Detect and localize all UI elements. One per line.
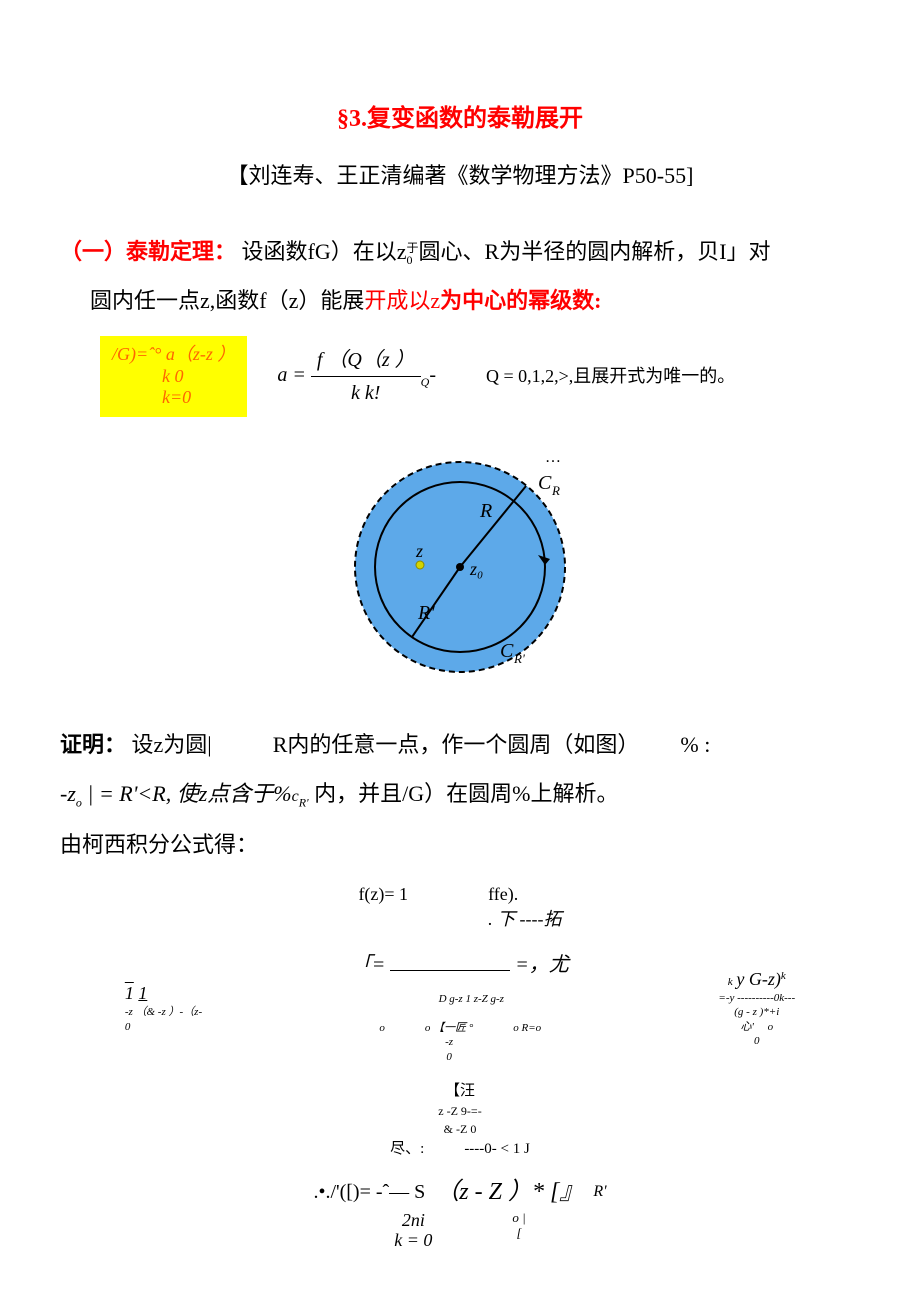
note-l3a: 尽、: (390, 1138, 424, 1161)
proof-1a: 设z为圆| (132, 732, 212, 757)
label-CR-sub: R (551, 483, 560, 498)
note-block: 【汪 z -Z 9-=- & -Z 0 尽、: ----0- < 1 J (60, 1080, 860, 1161)
frac-top: f （Q（z ） (311, 344, 421, 377)
frac-lhs: a = (277, 364, 306, 386)
final-R: R' (593, 1179, 606, 1205)
eq2-c2-mid-d: o 【一匠 ° -z 0 (425, 1021, 473, 1064)
formula-tail: Q = 0,1,2,>,且展开式为唯一的。 (486, 362, 735, 391)
final-s2b: k = 0 (394, 1231, 432, 1251)
eq1-right-bot: . 下 ----拓 (488, 907, 561, 932)
label-CRp: C (500, 640, 514, 662)
proof-2b: | = R'<R, 使z点含于% (87, 781, 291, 806)
hl-line2: k 0 (112, 366, 235, 388)
theorem-text-2c: 为中心的幂级数: (440, 288, 601, 313)
hl-line1: /G)=ˆ° a（z-z ） (112, 344, 235, 366)
final-tail-b: [ (512, 1226, 525, 1240)
circle-figure: … R z z₀ R' C R C R' (60, 447, 860, 697)
label-R: R (479, 500, 492, 522)
fig-dots: … (545, 449, 561, 466)
equation-2: 1 1 -z （& -z ）-（z- 0 「= =，尤 D g-z 1 z-Z … (60, 952, 860, 1064)
note-l3b: ----0- < 1 J (464, 1138, 530, 1161)
equation-1: f(z)= 1 ffe). . 下 ----拓 (60, 882, 860, 932)
label-z0: z₀ (469, 559, 483, 579)
proof-line3: 由柯西积分公式得： (60, 827, 860, 862)
proof-line1: 证明： 设z为圆| R内的任意一点，作一个圆周（如图） % : (60, 727, 860, 762)
theorem-text-1a: 设函数fG）在以z (242, 239, 407, 264)
note-l2a: z -Z 9-=- (438, 1102, 481, 1120)
eq2-c1-top: 1 1 (125, 982, 202, 1005)
proof-2a-sub: o (76, 795, 82, 809)
subtitle: 【刘连寿、王正清编著《数学物理方法》P50-55] (60, 158, 860, 193)
proof-2d: 内，并且/G）在圆周%上解析。 (314, 781, 618, 806)
final-equation: .•./'([)= -ˆ— S （z - Z ）* [』 R' (60, 1173, 860, 1211)
eq2-c3-mid: =-y ----------0k--- (g - z )*+i (718, 991, 795, 1020)
proof-1c: % : (680, 732, 710, 757)
note-l1: 【汪 (60, 1080, 860, 1103)
eq2-c3-bot: 心' o 0 (718, 1020, 795, 1049)
label-CRp-sub: R' (513, 651, 525, 666)
final-paren: （z - Z ）* [』 (435, 1173, 583, 1211)
z-dot (416, 561, 424, 569)
final-stack2: 2ni k = 0 (394, 1211, 432, 1251)
theorem-text-2a: 圆内任一点z,函数f（z）能展 (90, 288, 364, 313)
note-l2b: & -Z 0 (60, 1120, 860, 1138)
eq2-c3-k: k (728, 976, 733, 988)
proof-2c-sub: R' (299, 795, 309, 809)
eq1-left: f(z)= 1 (358, 882, 408, 907)
theorem-line2: 圆内任一点z,函数f（z）能展开成以z为中心的幂级数: (60, 283, 860, 318)
theorem-label: （一）泰勒定理： (60, 239, 236, 264)
theorem-text-1b: 圆心、R为半径的圆内解析，贝I」对 (419, 239, 771, 264)
eq2-col2: 「= =，尤 D g-z 1 z-Z g-z o o 【一匠 ° -z 0 o … (352, 952, 569, 1064)
proof-2c: c (292, 788, 299, 805)
proof-1b: R内的任意一点，作一个圆周（如图） (273, 732, 640, 757)
coefficient-formula: a = f （Q（z ） k k! Q- (277, 344, 436, 409)
formula-row: /G)=ˆ° a（z-z ） k 0 k=0 a = f （Q（z ） k k!… (60, 336, 860, 417)
proof-2a: -z (60, 781, 76, 806)
eq2-c2-mid-c: o (379, 1021, 385, 1064)
z0-dot (456, 563, 464, 571)
eq2-c2-top: 「= (352, 954, 386, 976)
theorem-text-2b: 开成以z (364, 288, 440, 313)
label-z: z (415, 541, 423, 561)
section-title: §3.复变函数的泰勒展开 (60, 100, 860, 138)
final-pre: .•./'([)= -ˆ— S (313, 1176, 425, 1208)
eq2-c2-after: o R=o (513, 1021, 541, 1064)
label-Rp: R' (417, 602, 435, 624)
eq2-c2-mid-a: D (439, 993, 447, 1005)
final-s2t: 2ni (394, 1211, 432, 1231)
frac-rhs-sub: Q (421, 375, 430, 389)
eq2-c3-gz: y G-z) (736, 969, 780, 989)
eq2-col3: k y G-z)k =-y ----------0k--- (g - z )*+… (718, 968, 795, 1049)
final-tail: o | [ (512, 1211, 525, 1251)
frac-bot: k k! (311, 377, 421, 409)
hl-line3: k=0 (112, 387, 235, 409)
eq1-right-top: ffe). (488, 882, 561, 907)
eq2-col1: 1 1 -z （& -z ）-（z- 0 (125, 982, 202, 1034)
theorem-line1: （一）泰勒定理： 设函数fG）在以z于0圆心、R为半径的圆内解析，贝I」对 (60, 234, 860, 269)
highlighted-formula: /G)=ˆ° a（z-z ） k 0 k=0 (100, 336, 247, 417)
eq2-c2-mid-b: g-z 1 z-Z g-z (449, 993, 504, 1005)
eq2-c1-bot: -z （& -z ）-（z- 0 (125, 1005, 202, 1034)
proof-label: 证明： (60, 732, 126, 757)
eq2-c2-eq: =，尤 (515, 954, 569, 976)
label-CR: C (538, 472, 552, 494)
final-tail-a: o | (512, 1211, 525, 1225)
proof-line2: -zo | = R'<R, 使z点含于%cR' 内，并且/G）在圆周%上解析。 (60, 776, 860, 813)
eq2-c3-exp: k (781, 970, 786, 982)
